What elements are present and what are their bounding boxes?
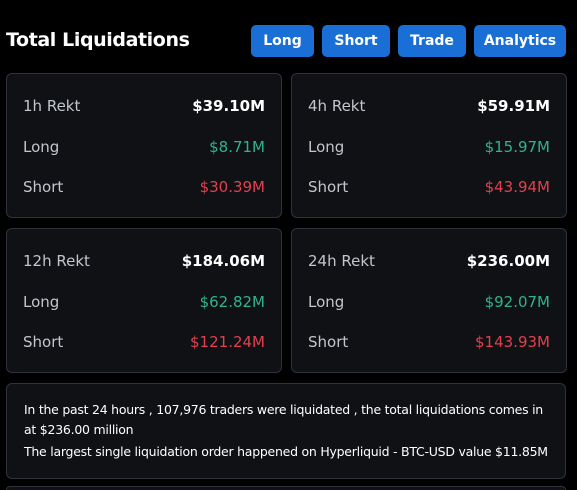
short-label: Short	[23, 333, 64, 351]
short-label: Short	[23, 178, 64, 196]
liquidation-summary: In the past 24 hours , 107,976 traders w…	[6, 383, 566, 479]
tab-trade[interactable]: Trade	[398, 25, 466, 57]
long-value: $15.97M	[484, 138, 550, 156]
period-label: 1h Rekt	[23, 97, 81, 115]
card-12h-rekt: 12h Rekt $184.06M Long $62.82M Short $12…	[6, 228, 282, 373]
short-value: $121.24M	[190, 333, 265, 351]
long-row: Long $15.97M	[308, 138, 550, 160]
card-1h-rekt: 1h Rekt $39.10M Long $8.71M Short $30.39…	[6, 73, 282, 218]
next-panel-edge	[6, 486, 566, 490]
long-label: Long	[23, 293, 60, 311]
long-value: $62.82M	[199, 293, 265, 311]
long-value: $8.71M	[209, 138, 265, 156]
total-row: 24h Rekt $236.00M	[308, 252, 550, 274]
summary-line-2: at $236.00 million	[24, 422, 134, 437]
long-row: Long $62.82M	[23, 293, 265, 315]
short-label: Short	[308, 333, 349, 351]
period-label: 12h Rekt	[23, 252, 90, 270]
tab-long[interactable]: Long	[251, 25, 314, 57]
tab-analytics[interactable]: Analytics	[474, 25, 566, 57]
total-value: $59.91M	[477, 97, 550, 115]
total-value: $236.00M	[466, 252, 550, 270]
header: Total Liquidations Long Short Trade Anal…	[0, 0, 577, 72]
period-label: 24h Rekt	[308, 252, 375, 270]
short-row: Short $143.93M	[308, 333, 550, 355]
short-row: Short $121.24M	[23, 333, 265, 355]
long-label: Long	[308, 293, 345, 311]
long-value: $92.07M	[484, 293, 550, 311]
long-row: Long $92.07M	[308, 293, 550, 315]
tab-short[interactable]: Short	[322, 25, 390, 57]
long-label: Long	[23, 138, 60, 156]
summary-line-1: In the past 24 hours , 107,976 traders w…	[24, 402, 543, 417]
tab-bar: Long Short Trade Analytics	[0, 25, 577, 57]
total-value: $184.06M	[181, 252, 265, 270]
short-label: Short	[308, 178, 349, 196]
short-row: Short $43.94M	[308, 178, 550, 200]
long-row: Long $8.71M	[23, 138, 265, 160]
short-value: $143.93M	[475, 333, 550, 351]
page-title: Total Liquidations	[6, 29, 190, 51]
total-value: $39.10M	[192, 97, 265, 115]
total-row: 1h Rekt $39.10M	[23, 97, 265, 119]
card-4h-rekt: 4h Rekt $59.91M Long $15.97M Short $43.9…	[291, 73, 567, 218]
period-label: 4h Rekt	[308, 97, 366, 115]
card-24h-rekt: 24h Rekt $236.00M Long $92.07M Short $14…	[291, 228, 567, 373]
summary-line-3: The largest single liquidation order hap…	[24, 444, 548, 459]
short-row: Short $30.39M	[23, 178, 265, 200]
short-value: $30.39M	[199, 178, 265, 196]
total-row: 4h Rekt $59.91M	[308, 97, 550, 119]
short-value: $43.94M	[484, 178, 550, 196]
total-row: 12h Rekt $184.06M	[23, 252, 265, 274]
long-label: Long	[308, 138, 345, 156]
